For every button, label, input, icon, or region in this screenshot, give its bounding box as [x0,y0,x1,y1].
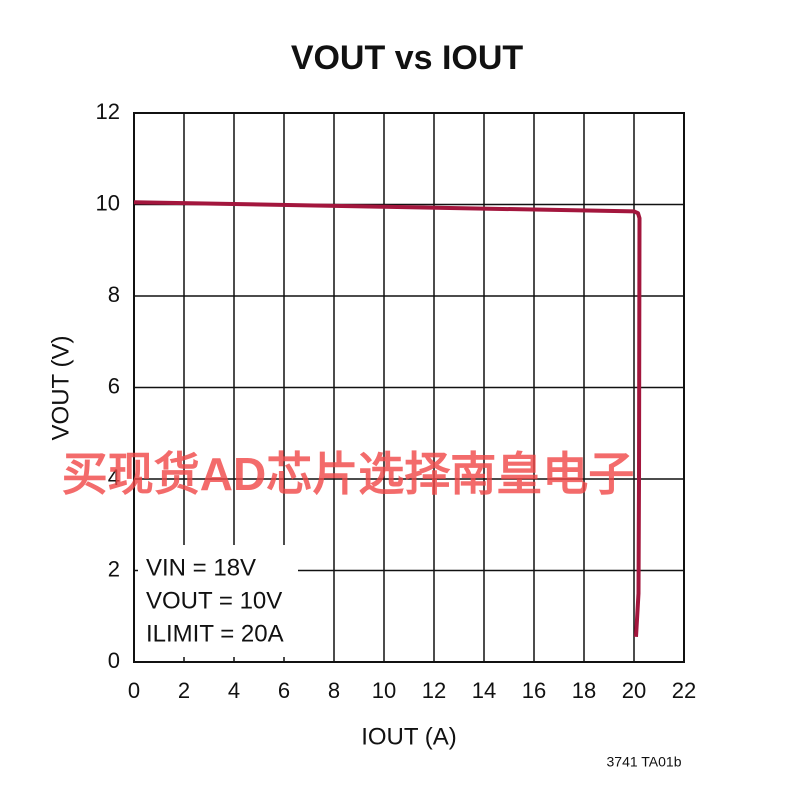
x-tick-label: 4 [228,678,240,703]
annotation: VIN = 18V [146,554,256,581]
annotation-background [138,545,298,657]
x-tick-label: 20 [622,678,646,703]
x-tick-label: 10 [372,678,396,703]
x-tick-label: 12 [422,678,446,703]
plot-frame [133,112,685,663]
x-tick-label: 22 [672,678,696,703]
y-tick-label: 12 [96,99,120,124]
x-axis-label: IOUT (A) [361,723,457,750]
chart-title: VOUT vs IOUT [291,39,524,77]
x-tick-label: 8 [328,678,340,703]
y-tick-label: 0 [108,648,120,673]
y-tick-label: 6 [108,373,120,398]
y-tick-label: 4 [108,465,120,490]
y-tick-label: 10 [96,190,120,215]
x-tick-label: 18 [572,678,596,703]
y-tick-label: 8 [108,282,120,307]
annotation: ILIMIT = 20A [146,620,284,647]
x-tick-label: 6 [278,678,290,703]
x-tick-label: 14 [472,678,496,703]
y-tick-label: 2 [108,556,120,581]
annotation: VOUT = 10V [146,587,282,614]
x-tick-label: 16 [522,678,546,703]
x-tick-label: 2 [178,678,190,703]
watermark: 买现货AD芯片选择南皇电子 [62,448,634,500]
data-line [133,200,642,637]
y-axis-label: VOUT (V) [47,336,74,441]
x-tick-label: 0 [128,678,140,703]
footnote: 3741 TA01b [607,754,682,770]
